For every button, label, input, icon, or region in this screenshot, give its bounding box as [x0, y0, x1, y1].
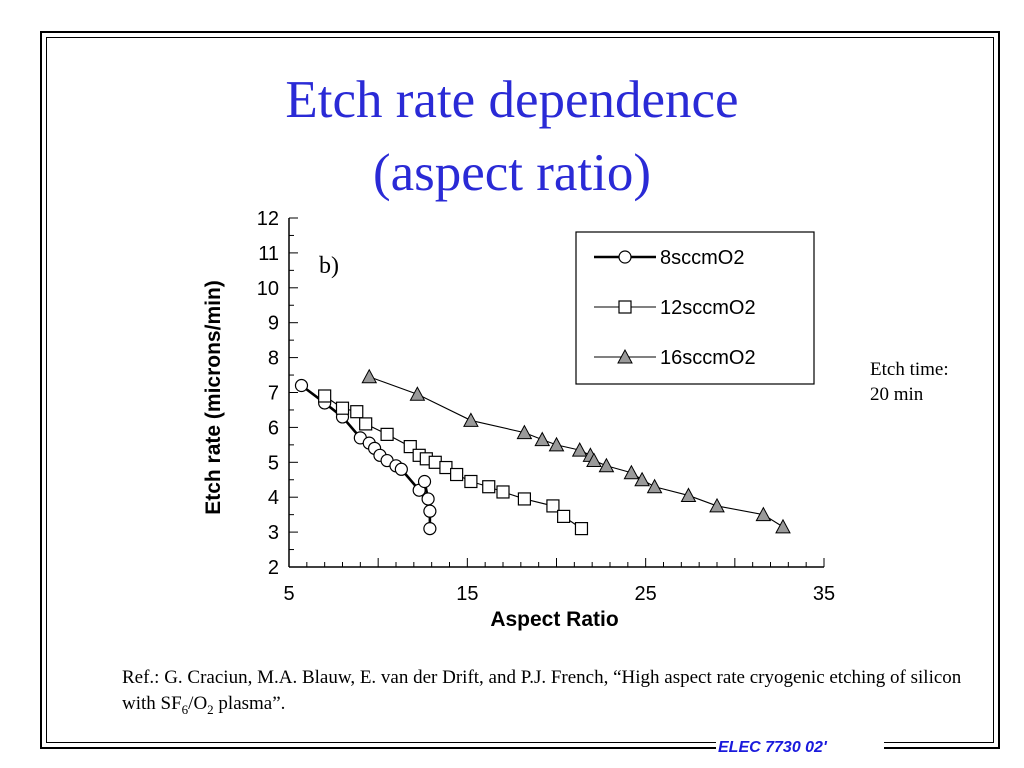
data-point-12sccmO2 [450, 467, 464, 482]
y-tick-label: 8 [268, 348, 279, 370]
x-tick-label: 15 [456, 583, 478, 605]
legend-label-16sccmO2: 16sccmO2 [660, 347, 756, 369]
data-point-12sccmO2 [335, 401, 350, 415]
data-point-12sccmO2 [496, 485, 510, 499]
data-point-12sccmO2 [482, 480, 496, 494]
etch-time-note: Etch time: 20 min [870, 357, 949, 407]
legend-label-12sccmO2: 12sccmO2 [660, 297, 756, 319]
x-tick-label: 5 [283, 583, 294, 605]
reference-sub-6: 6 [181, 701, 189, 717]
y-tick-label: 12 [257, 208, 279, 230]
data-point-8sccmO2 [417, 474, 432, 489]
data-point-16sccmO2 [586, 452, 602, 468]
y-tick-label: 3 [268, 522, 279, 544]
reference-text-b: /O [188, 693, 208, 714]
data-point-16sccmO2 [361, 368, 378, 384]
y-tick-label: 5 [268, 452, 279, 474]
y-tick-label: 10 [257, 278, 279, 300]
y-tick-label: 4 [268, 487, 279, 509]
data-point-16sccmO2 [409, 386, 426, 401]
data-point-16sccmO2 [755, 506, 772, 522]
data-point-16sccmO2 [548, 436, 565, 452]
reference-sub-2: 2 [207, 701, 214, 717]
data-point-8sccmO2 [394, 462, 408, 476]
data-point-12sccmO2 [557, 509, 571, 523]
data-point-8sccmO2 [421, 492, 435, 506]
legend-label-8sccmO2: 8sccmO2 [660, 247, 744, 269]
data-point-12sccmO2 [318, 389, 332, 403]
footer-course-label: ELEC 7730 02' [718, 739, 827, 756]
footer-gap [716, 738, 884, 764]
data-point-12sccmO2 [546, 499, 560, 513]
y-tick-label: 9 [268, 313, 279, 335]
data-point-16sccmO2 [463, 412, 479, 427]
data-point-8sccmO2 [423, 522, 437, 536]
data-point-12sccmO2 [464, 474, 478, 489]
etch-rate-chart: 2 3 4 5 6 7 8 9 10 11 12 5 15 25 35 Aspect Ratio Etch ra… [202, 208, 835, 631]
data-point-16sccmO2 [775, 518, 791, 534]
data-point-16sccmO2 [680, 487, 697, 502]
data-point-16sccmO2 [709, 497, 725, 513]
reference-citation: Ref.: G. Craciun, M.A. Blauw, E. van der… [122, 665, 982, 723]
data-point-12sccmO2 [350, 405, 364, 419]
y-tick-label: 7 [268, 383, 279, 405]
data-point-16sccmO2 [598, 457, 615, 473]
data-point-12sccmO2 [359, 417, 373, 431]
x-axis-label: Aspect Ratio [490, 608, 618, 631]
data-point-8sccmO2 [423, 504, 437, 518]
x-tick-label: 25 [635, 583, 657, 605]
legend-marker-8sccmO2 [618, 250, 632, 264]
data-point-8sccmO2 [294, 378, 309, 393]
data-point-16sccmO2 [571, 442, 588, 457]
etch-time-value: 20 min [870, 384, 924, 405]
data-point-12sccmO2 [517, 492, 531, 506]
y-tick-label: 2 [268, 557, 279, 579]
data-point-12sccmO2 [574, 522, 589, 536]
panel-label: b) [319, 253, 339, 279]
data-point-16sccmO2 [534, 431, 551, 447]
y-axis-label: Etch rate (microns/min) [202, 280, 225, 515]
etch-time-label: Etch time: [870, 359, 949, 380]
y-tick-label: 6 [268, 417, 279, 439]
data-point-16sccmO2 [623, 464, 640, 480]
y-tick-label: 11 [258, 243, 279, 265]
data-point-16sccmO2 [646, 478, 663, 494]
data-point-16sccmO2 [516, 424, 533, 440]
reference-text-c: plasma”. [213, 693, 286, 714]
data-point-12sccmO2 [439, 460, 453, 475]
slide-title-line1: Etch rate dependence [285, 71, 739, 129]
slide-title-line2: (aspect ratio) [372, 144, 652, 202]
slide-inner-border [46, 37, 994, 743]
x-tick-label: 35 [813, 583, 835, 605]
legend-marker-16sccmO2 [617, 348, 633, 364]
legend-marker-12sccmO2 [618, 300, 632, 314]
reference-text-a: Ref.: G. Craciun, M.A. Blauw, E. van der… [122, 667, 962, 714]
slide-outer-border [40, 31, 1000, 749]
data-point-16sccmO2 [634, 471, 650, 487]
data-point-12sccmO2 [380, 427, 394, 441]
